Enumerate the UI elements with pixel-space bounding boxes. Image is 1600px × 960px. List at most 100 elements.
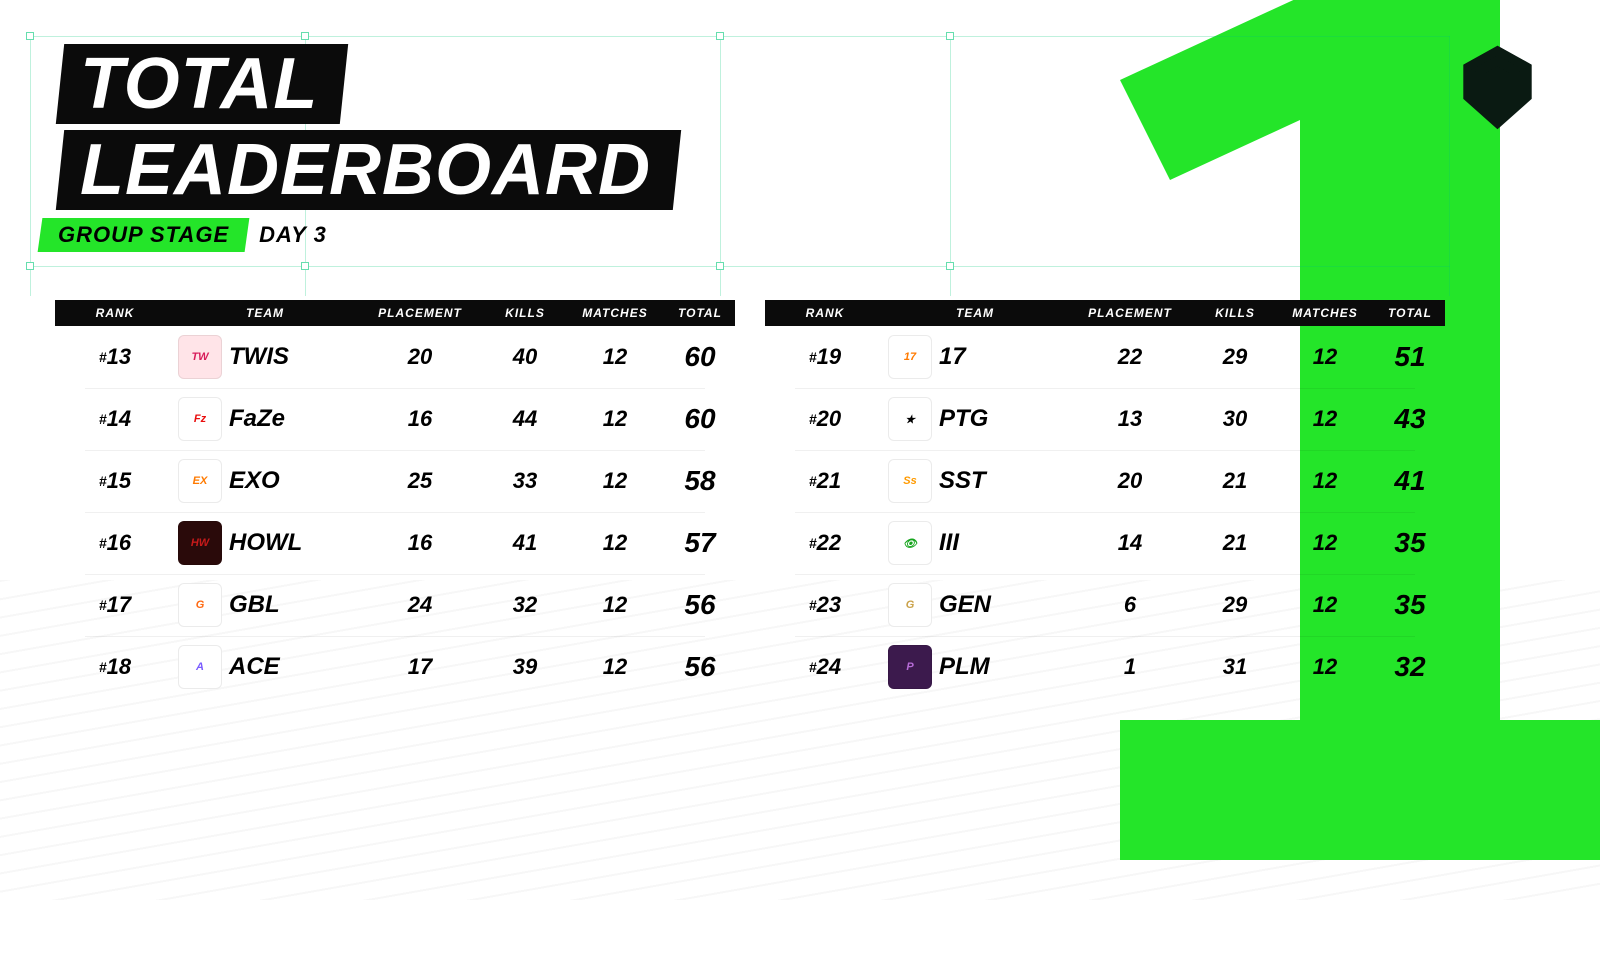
- placement-cell: 13: [1065, 406, 1195, 432]
- table-row: #16HWHOWL16411257: [55, 512, 735, 574]
- matches-cell: 12: [565, 468, 665, 494]
- rank-cell: #20: [765, 406, 885, 432]
- table-header: RANK TEAM PLACEMENT KILLS MATCHES TOTAL: [765, 300, 1445, 326]
- placement-cell: 20: [355, 344, 485, 370]
- table-row: #15EXEXO25331258: [55, 450, 735, 512]
- matches-cell: 12: [565, 530, 665, 556]
- team-logo-icon: TW: [178, 335, 222, 379]
- placement-cell: 14: [1065, 530, 1195, 556]
- team-logo-cell: Ss: [885, 459, 935, 503]
- matches-cell: 12: [565, 592, 665, 618]
- col-total: TOTAL: [1375, 306, 1445, 320]
- team-logo-cell: G: [885, 583, 935, 627]
- kills-cell: 33: [485, 468, 565, 494]
- table-row: #13TWTWIS20401260: [55, 326, 735, 388]
- team-logo-cell: TW: [175, 335, 225, 379]
- team-logo-cell: G: [175, 583, 225, 627]
- placement-cell: 17: [355, 654, 485, 680]
- table-row: #14FzFaZe16441260: [55, 388, 735, 450]
- rank-cell: #21: [765, 468, 885, 494]
- rank-cell: #19: [765, 344, 885, 370]
- team-logo-cell: A: [175, 645, 225, 689]
- matches-cell: 12: [1275, 592, 1375, 618]
- placement-cell: 20: [1065, 468, 1195, 494]
- total-cell: 60: [665, 403, 735, 435]
- rank-cell: #23: [765, 592, 885, 618]
- total-cell: 56: [665, 589, 735, 621]
- team-name: FaZe: [225, 405, 355, 433]
- team-name: III: [935, 529, 1065, 557]
- team-name: SST: [935, 467, 1065, 495]
- table-row: #21SsSST20211241: [765, 450, 1445, 512]
- leaderboard-right: RANK TEAM PLACEMENT KILLS MATCHES TOTAL …: [765, 300, 1445, 698]
- col-team: TEAM: [175, 306, 355, 320]
- team-logo-icon: 👁: [888, 521, 932, 565]
- team-logo-icon: P: [888, 645, 932, 689]
- placement-cell: 16: [355, 530, 485, 556]
- leaderboard-left: RANK TEAM PLACEMENT KILLS MATCHES TOTAL …: [55, 300, 735, 698]
- leaderboard-tables: RANK TEAM PLACEMENT KILLS MATCHES TOTAL …: [55, 300, 1445, 698]
- rank-cell: #14: [55, 406, 175, 432]
- table-header: RANK TEAM PLACEMENT KILLS MATCHES TOTAL: [55, 300, 735, 326]
- header: TOTAL LEADERBOARD GROUP STAGE DAY 3: [60, 44, 677, 252]
- team-logo-cell: P: [885, 645, 935, 689]
- team-logo-cell: 👁: [885, 521, 935, 565]
- table-body-left: #13TWTWIS20401260#14FzFaZe16441260#15EXE…: [55, 326, 735, 698]
- col-kills: KILLS: [485, 306, 565, 320]
- col-placement: PLACEMENT: [355, 306, 485, 320]
- kills-cell: 30: [1195, 406, 1275, 432]
- rank-cell: #17: [55, 592, 175, 618]
- team-name: GBL: [225, 591, 355, 619]
- kills-cell: 41: [485, 530, 565, 556]
- kills-cell: 31: [1195, 654, 1275, 680]
- rank-cell: #15: [55, 468, 175, 494]
- col-total: TOTAL: [665, 306, 735, 320]
- total-cell: 41: [1375, 465, 1445, 497]
- placement-cell: 16: [355, 406, 485, 432]
- total-cell: 32: [1375, 651, 1445, 683]
- title-line-1: TOTAL: [56, 44, 349, 124]
- team-name: 17: [935, 343, 1065, 371]
- total-cell: 57: [665, 527, 735, 559]
- total-cell: 43: [1375, 403, 1445, 435]
- table-row: #18AACE17391256: [55, 636, 735, 698]
- placement-cell: 6: [1065, 592, 1195, 618]
- placement-cell: 1: [1065, 654, 1195, 680]
- total-cell: 35: [1375, 589, 1445, 621]
- title-line-2: LEADERBOARD: [56, 130, 681, 210]
- matches-cell: 12: [565, 406, 665, 432]
- team-name: EXO: [225, 467, 355, 495]
- table-body-right: #19171722291251#20★PTG13301243#21SsSST20…: [765, 326, 1445, 698]
- team-logo-icon: G: [888, 583, 932, 627]
- total-cell: 58: [665, 465, 735, 497]
- team-logo-icon: 17: [888, 335, 932, 379]
- team-name: TWIS: [225, 343, 355, 371]
- rank-cell: #18: [55, 654, 175, 680]
- rank-cell: #13: [55, 344, 175, 370]
- matches-cell: 12: [565, 654, 665, 680]
- rank-cell: #22: [765, 530, 885, 556]
- placement-cell: 25: [355, 468, 485, 494]
- total-cell: 51: [1375, 341, 1445, 373]
- matches-cell: 12: [565, 344, 665, 370]
- kills-cell: 29: [1195, 344, 1275, 370]
- team-name: PLM: [935, 653, 1065, 681]
- col-rank: RANK: [765, 306, 885, 320]
- matches-cell: 12: [1275, 654, 1375, 680]
- kills-cell: 39: [485, 654, 565, 680]
- table-row: #24PPLM1311232: [765, 636, 1445, 698]
- matches-cell: 12: [1275, 344, 1375, 370]
- stage-pill: GROUP STAGE: [38, 218, 250, 252]
- kills-cell: 40: [485, 344, 565, 370]
- table-row: #17GGBL24321256: [55, 574, 735, 636]
- kills-cell: 21: [1195, 530, 1275, 556]
- total-cell: 35: [1375, 527, 1445, 559]
- team-logo-icon: G: [178, 583, 222, 627]
- col-placement: PLACEMENT: [1065, 306, 1195, 320]
- team-logo-cell: EX: [175, 459, 225, 503]
- rank-cell: #16: [55, 530, 175, 556]
- matches-cell: 12: [1275, 406, 1375, 432]
- day-label: DAY 3: [259, 222, 327, 248]
- team-logo-cell: 17: [885, 335, 935, 379]
- team-logo-icon: A: [178, 645, 222, 689]
